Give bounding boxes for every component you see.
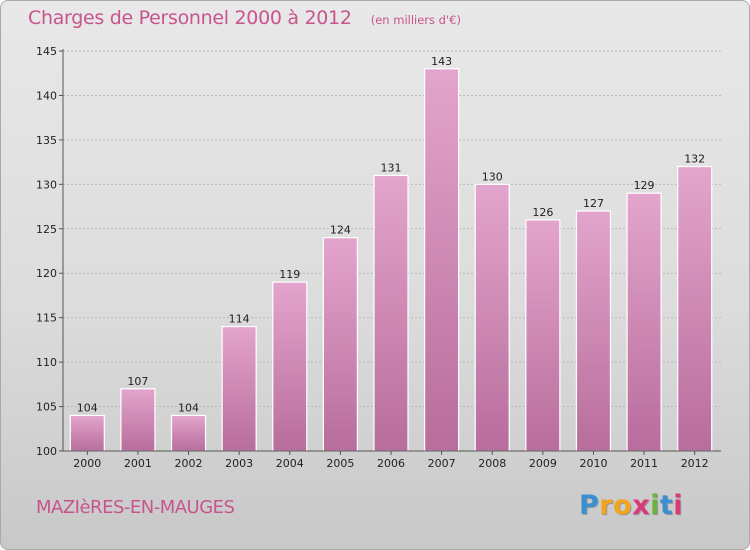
bar-2010 <box>575 210 612 452</box>
y-tick-label: 115 <box>36 312 57 325</box>
data-label: 107 <box>127 375 148 388</box>
data-label: 131 <box>381 161 402 174</box>
bar-2007 <box>424 68 460 452</box>
x-tick-label: 2010 <box>579 457 607 470</box>
y-tick-label: 110 <box>36 356 57 369</box>
logo-letter: r <box>599 490 614 521</box>
x-tick-label: 2008 <box>478 457 506 470</box>
y-tick-label: 145 <box>36 45 57 58</box>
data-label: 104 <box>178 401 199 414</box>
x-tick-label: 2005 <box>326 457 354 470</box>
data-label: 126 <box>532 206 553 219</box>
x-tick-label: 2000 <box>73 457 101 470</box>
logo-letter: x <box>632 490 651 521</box>
data-labels: 104 107 104 114 119 124 131 143 130 126 127 129 132 <box>77 55 705 415</box>
chart-unit: (en milliers d'€) <box>370 13 461 27</box>
bars <box>69 68 713 452</box>
data-label: 129 <box>634 179 655 192</box>
y-tick-label: 135 <box>36 134 57 147</box>
bar-2009 <box>525 219 561 452</box>
bar-2006 <box>373 174 409 452</box>
bar-2008 <box>474 183 510 452</box>
x-tick-label: 2009 <box>529 457 557 470</box>
bar-2004 <box>272 281 308 452</box>
bar-2000 <box>69 414 105 452</box>
bar-2002 <box>170 414 207 452</box>
y-tick-label: 125 <box>36 223 57 236</box>
proxiti-logo: Proxiti <box>579 490 683 521</box>
x-tick-label: 2001 <box>124 457 152 470</box>
x-tick-label: 2003 <box>225 457 253 470</box>
x-tick-label: 2007 <box>428 457 456 470</box>
y-tick-label: 130 <box>36 178 57 191</box>
x-tick-label: 2004 <box>276 457 304 470</box>
gridlines <box>63 50 721 408</box>
data-label: 127 <box>583 197 604 210</box>
location-name: MAZIèRES-EN-MAUGES <box>36 497 235 518</box>
y-tick-label: 140 <box>36 89 57 102</box>
bar-2012 <box>677 165 713 452</box>
title-row: Charges de Personnel 2000 à 2012 (en mil… <box>28 7 461 29</box>
chart-title: Charges de Personnel 2000 à 2012 <box>28 7 352 29</box>
y-tick-label: 105 <box>36 401 57 414</box>
data-label: 104 <box>77 401 98 414</box>
bar-2005 <box>322 237 358 452</box>
data-label: 114 <box>229 313 250 326</box>
axes: 100 105 110 115 120 125 130 135 140 145 2000 2001 20… <box>36 45 721 470</box>
y-tick-label: 120 <box>36 267 57 280</box>
x-tick-label: 2011 <box>630 457 658 470</box>
bar-2003 <box>221 325 257 452</box>
data-label: 130 <box>482 170 503 183</box>
x-tick-label: 2002 <box>175 457 203 470</box>
data-label: 124 <box>330 224 351 237</box>
logo-letter: o <box>613 490 633 521</box>
y-tick-label: 100 <box>36 445 57 458</box>
logo-letter: P <box>579 490 600 521</box>
x-tick-label: 2012 <box>681 457 709 470</box>
data-label: 132 <box>684 153 705 166</box>
logo-letter: i <box>673 490 684 521</box>
bar-2001 <box>120 388 156 452</box>
x-tick-label: 2006 <box>377 457 405 470</box>
logo-letter: i <box>650 490 660 521</box>
data-label: 119 <box>279 268 300 281</box>
logo-letter: t <box>659 490 674 521</box>
bar-2011 <box>626 192 662 452</box>
data-label: 143 <box>431 55 452 68</box>
